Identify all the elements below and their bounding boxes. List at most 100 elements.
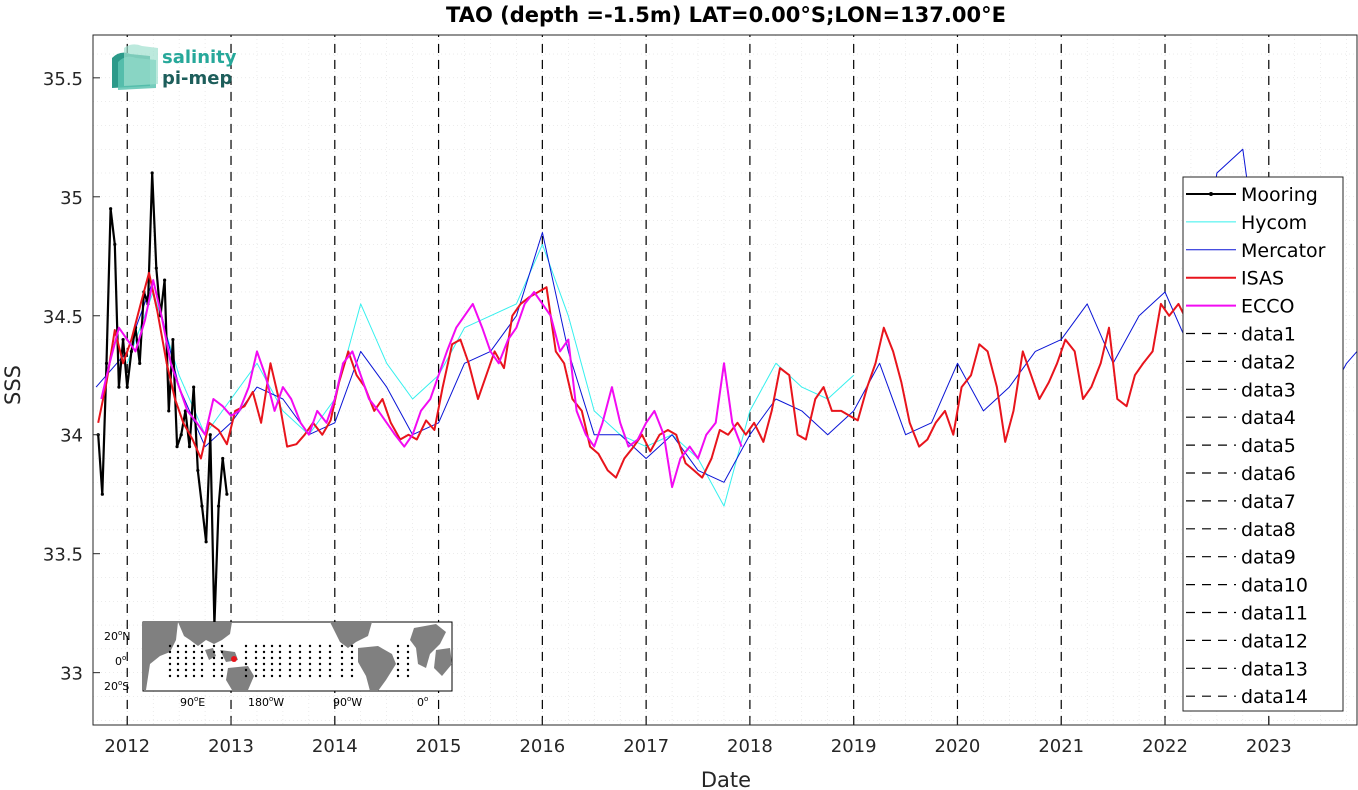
map-station xyxy=(406,656,410,660)
map-station xyxy=(308,644,312,648)
legend-label-data1: data1 xyxy=(1241,324,1296,346)
map-lat-label-20s: 20oS xyxy=(104,679,129,693)
map-station xyxy=(184,650,188,654)
map-station xyxy=(288,644,292,648)
y-tick-label: 34 xyxy=(60,426,83,447)
map-station xyxy=(298,668,302,672)
map-station xyxy=(406,674,410,678)
map-station xyxy=(212,674,216,678)
map-station xyxy=(270,656,274,660)
map-lon-label-0: 0o xyxy=(417,695,428,709)
map-station xyxy=(298,662,302,666)
map-station xyxy=(396,674,400,678)
series-isas xyxy=(97,271,1188,479)
map-station xyxy=(244,662,248,666)
map-station xyxy=(328,674,332,678)
legend-label-data9: data9 xyxy=(1241,547,1296,569)
map-station xyxy=(406,662,410,666)
map-station xyxy=(220,674,224,678)
series-hycom xyxy=(126,243,855,507)
map-station xyxy=(168,668,172,672)
map-station xyxy=(192,650,196,654)
map-station xyxy=(328,650,332,654)
map-station xyxy=(176,668,180,672)
y-tick-label: 33 xyxy=(60,664,83,685)
map-station xyxy=(278,650,282,654)
map-station xyxy=(254,656,258,660)
ticks: 2012 2013 2014 2015 2016 2017 2018 2019 2020 2021… xyxy=(43,69,1292,757)
map-station xyxy=(328,644,332,648)
mooring-point xyxy=(221,456,225,461)
map-station xyxy=(192,674,196,678)
mooring-point xyxy=(138,361,142,365)
map-station xyxy=(262,650,266,654)
map-station xyxy=(200,644,204,648)
map-station xyxy=(212,656,216,660)
mooring-point xyxy=(171,337,175,342)
map-station xyxy=(396,644,400,648)
map-station xyxy=(308,668,312,672)
mooring-point xyxy=(196,468,200,473)
chart-title: TAO (depth =-1.5m) LAT=0.00°S;LON=137.00… xyxy=(446,3,1006,27)
map-station xyxy=(340,650,344,654)
map-station xyxy=(340,662,344,666)
map-station xyxy=(308,674,312,678)
map-lon-label-90w: 90oW xyxy=(333,695,362,709)
map-station xyxy=(288,650,292,654)
mooring-location-marker xyxy=(231,656,237,662)
x-tick-label: 2014 xyxy=(312,736,358,757)
map-station xyxy=(200,656,204,660)
map-station xyxy=(270,662,274,666)
map-lat-labels: 20oN 0o 20oS xyxy=(104,629,131,693)
series-lines xyxy=(95,148,1358,627)
y-tick-label: 33.5 xyxy=(43,545,83,566)
logo-text-pimep: pi-mep xyxy=(162,68,232,89)
map-station xyxy=(192,668,196,672)
map-station xyxy=(288,656,292,660)
legend-label-data14: data14 xyxy=(1241,686,1308,708)
y-tick-label: 35.5 xyxy=(43,69,83,90)
map-station xyxy=(308,656,312,660)
map-lon-label-180w: 180oW xyxy=(248,695,284,709)
map-station xyxy=(192,662,196,666)
map-station xyxy=(278,656,282,660)
map-station xyxy=(176,662,180,666)
logo-text-salinity: salinity xyxy=(162,47,237,68)
map-station xyxy=(278,674,282,678)
mooring-point xyxy=(100,492,104,496)
mooring-point xyxy=(187,445,192,449)
map-lon-labels: 90oE 180oW 90oW 0o xyxy=(180,695,428,709)
map-stations xyxy=(168,644,410,678)
map-station xyxy=(350,668,354,672)
x-tick-label: 2021 xyxy=(1038,736,1084,757)
map-station xyxy=(168,662,172,666)
legend-label-data10: data10 xyxy=(1241,575,1308,597)
map-station xyxy=(262,668,266,672)
inset-map: 20oN 0o 20oS 90oE 180oW 90oW 0o xyxy=(104,621,453,709)
map-station xyxy=(244,668,248,672)
x-tick-label: 2015 xyxy=(416,736,462,757)
mooring-point xyxy=(167,409,171,413)
map-station xyxy=(176,644,180,648)
map-station xyxy=(318,650,322,654)
mooring-point xyxy=(163,278,167,282)
map-station xyxy=(220,668,224,672)
map-station xyxy=(278,644,282,648)
map-station xyxy=(200,650,204,654)
mooring-point xyxy=(117,385,121,389)
map-station xyxy=(184,644,188,648)
legend-box xyxy=(1182,176,1344,712)
map-station xyxy=(298,674,302,678)
map-station xyxy=(318,674,322,678)
map-station xyxy=(212,668,216,672)
legend-label-hycom: Hycom xyxy=(1241,212,1307,234)
map-station xyxy=(340,644,344,648)
map-station xyxy=(350,662,354,666)
map-lat-label-20n: 20oN xyxy=(104,629,131,643)
mooring-point xyxy=(154,266,158,270)
x-tick-label: 2018 xyxy=(727,736,773,757)
y-tick-label: 34.5 xyxy=(43,307,83,328)
legend-label-isas: ISAS xyxy=(1241,268,1284,290)
map-station xyxy=(288,662,292,666)
map-station xyxy=(288,674,292,678)
